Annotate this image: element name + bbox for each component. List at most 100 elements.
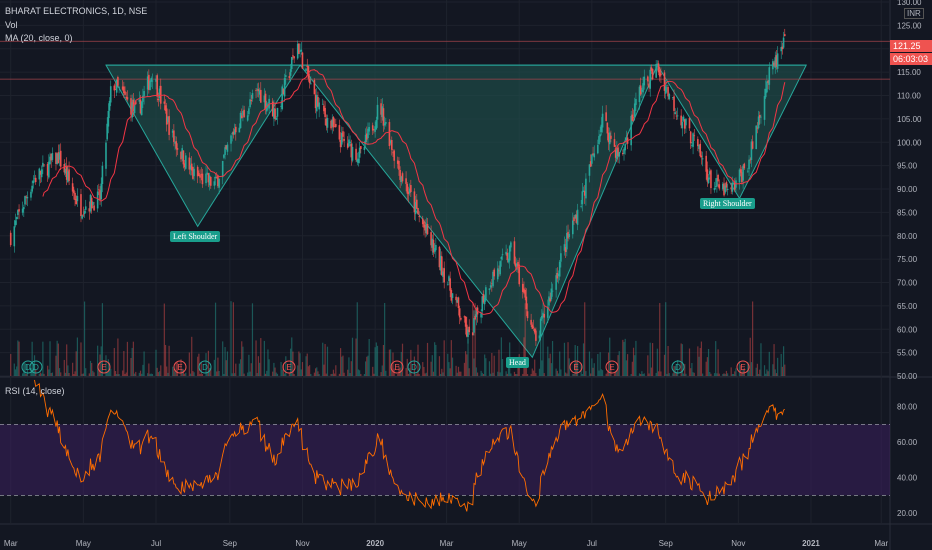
volume-bar — [72, 362, 74, 376]
volume-bar — [88, 373, 90, 376]
volume-bar — [410, 349, 412, 376]
price-tick-label: 100.00 — [897, 138, 922, 147]
candle-body — [142, 95, 144, 102]
candle-body — [708, 171, 711, 175]
candle-body — [483, 297, 486, 305]
volume-bar — [164, 345, 167, 376]
volume-bar — [605, 373, 607, 376]
candle-body — [610, 135, 612, 139]
price-tick-label: 125.00 — [897, 21, 922, 30]
volume-bar — [324, 344, 326, 376]
volume-bar — [218, 371, 220, 376]
candle-body — [767, 80, 769, 83]
volume-bar — [692, 372, 694, 376]
candle-body — [365, 133, 368, 140]
volume-bar — [482, 373, 485, 376]
candle-body — [40, 169, 43, 178]
candle-body — [63, 163, 66, 173]
candle-body — [593, 153, 596, 158]
volume-bar — [431, 355, 433, 376]
candle-body — [683, 119, 686, 129]
candle-body — [763, 96, 766, 120]
candle-body — [17, 210, 19, 215]
volume-bar — [75, 351, 77, 376]
candle-body — [364, 134, 367, 145]
candle-body — [439, 255, 442, 271]
candle-body — [758, 115, 761, 118]
event-marker-letter: D — [33, 363, 39, 372]
volume-bar — [734, 371, 736, 376]
volume-bar — [23, 362, 25, 376]
candle-body — [782, 37, 785, 48]
volume-bar — [784, 364, 786, 376]
rsi-legend[interactable]: RSI (14, close) — [5, 386, 65, 396]
candle-body — [342, 131, 344, 137]
volume-bar — [138, 372, 140, 376]
candle-body — [223, 154, 225, 158]
candle-body — [168, 116, 170, 135]
ma-legend[interactable]: MA (20, close, 0) — [5, 33, 73, 43]
volume-bar — [143, 351, 145, 376]
volume-bar — [556, 370, 558, 376]
last-price-tag: 121.25 — [890, 40, 932, 52]
volume-bar — [763, 365, 766, 376]
candle-body — [560, 253, 562, 262]
price-tick-label: 115.00 — [897, 68, 921, 77]
candle-body — [323, 105, 325, 112]
volume-bar — [547, 346, 549, 376]
candle-body — [82, 214, 85, 216]
volume-bar — [606, 372, 608, 376]
volume-bar — [756, 363, 758, 376]
candle-body — [460, 318, 462, 320]
candle-body — [417, 208, 419, 214]
volume-bar — [467, 338, 469, 376]
candle-body — [73, 189, 75, 194]
candle-body — [501, 254, 504, 256]
volume-legend[interactable]: Vol — [5, 20, 18, 30]
volume-bar — [651, 343, 654, 376]
candle-body — [480, 312, 482, 318]
candle-body — [88, 208, 91, 212]
volume-bar — [425, 372, 427, 376]
currency-badge[interactable]: INR — [904, 8, 924, 19]
candle-body — [173, 130, 175, 142]
volume-bar — [282, 364, 285, 376]
candle-body — [263, 95, 266, 103]
candle-body — [531, 324, 534, 329]
candle-body — [326, 117, 329, 128]
candle-body — [732, 182, 735, 185]
candle-body — [500, 256, 503, 260]
candle-body — [576, 209, 579, 225]
volume-bar — [235, 363, 237, 376]
candle-body — [580, 206, 582, 207]
volume-bar — [173, 369, 175, 376]
candle-body — [99, 190, 101, 201]
volume-bar — [666, 373, 668, 376]
candle-body — [335, 124, 337, 127]
candle-body — [55, 152, 57, 164]
candle-body — [375, 119, 378, 130]
candle-body — [648, 83, 650, 88]
candle-body — [416, 199, 418, 209]
candle-body — [39, 171, 42, 175]
candle-body — [315, 94, 318, 112]
volume-bar — [634, 355, 636, 376]
candle-body — [358, 147, 361, 158]
candle-body — [132, 99, 135, 111]
volume-bar — [266, 370, 268, 376]
volume-bar — [760, 343, 762, 376]
candle-body — [549, 298, 551, 302]
candle-body — [463, 316, 466, 318]
candle-body — [438, 246, 441, 268]
candle-body — [613, 139, 616, 147]
event-marker — [282, 360, 296, 374]
volume-bar — [47, 365, 49, 376]
volume-bar — [717, 349, 719, 376]
volume-bar — [416, 373, 418, 376]
candle-body — [351, 146, 354, 161]
candle-body — [726, 188, 729, 191]
candle-body — [198, 173, 200, 176]
candle-body — [574, 214, 576, 219]
candle-body — [76, 195, 79, 202]
